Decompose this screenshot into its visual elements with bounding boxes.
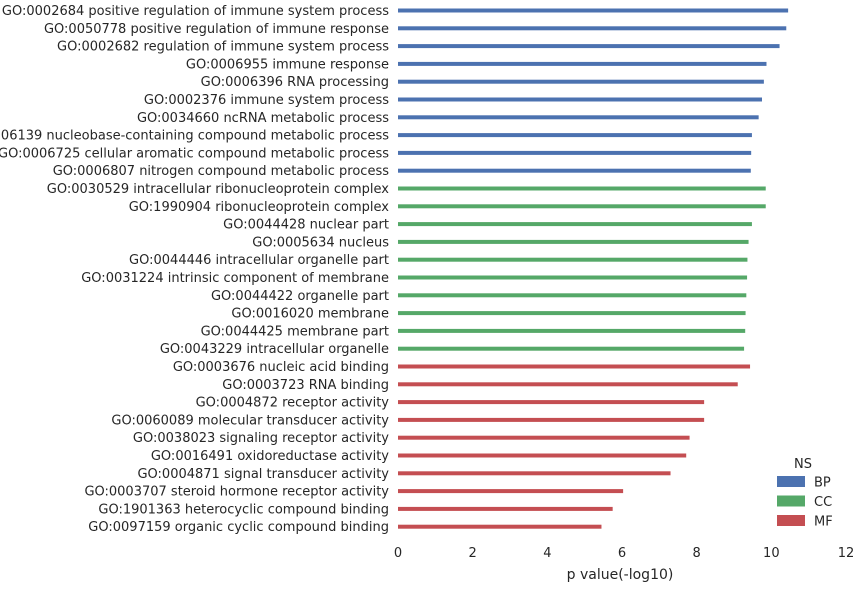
category-label: GO:0002376 immune system process	[144, 93, 389, 108]
bar-cc	[398, 275, 748, 280]
category-label: GO:0034660 ncRNA metabolic process	[137, 111, 389, 126]
category-label: GO:0003676 nucleic acid binding	[173, 360, 389, 375]
legend-label-mf: MF	[814, 515, 833, 530]
x-tick-label: 12	[838, 546, 855, 561]
category-label: GO:0050778 positive regulation of immune…	[44, 22, 389, 37]
category-label: GO:0031224 intrinsic component of membra…	[81, 271, 389, 286]
category-label: GO:0043229 intracellular organelle	[160, 342, 389, 357]
category-label: GO:1901363 heterocyclic compound binding	[98, 502, 389, 517]
bar-mf	[398, 506, 613, 511]
bar-mf	[398, 471, 671, 476]
category-label: GO:0044428 nuclear part	[223, 218, 389, 233]
category-label: GO:0006725 cellular aromatic compound me…	[0, 146, 389, 161]
category-label: GO:0044422 organelle part	[211, 289, 389, 304]
legend-title: NS	[794, 457, 812, 472]
category-label: GO:0030529 intracellular ribonucleoprote…	[47, 182, 390, 197]
bar-cc	[398, 346, 745, 351]
legend-label-cc: CC	[814, 495, 832, 510]
bar-cc	[398, 311, 746, 316]
category-label: GO:0097159 organic cyclic compound bindi…	[88, 520, 389, 535]
bar-cc	[398, 239, 749, 244]
bar-bp	[398, 79, 764, 84]
bar-cc	[398, 222, 752, 227]
bar-mf	[398, 382, 738, 387]
category-label: GO:0002682 regulation of immune system p…	[57, 40, 389, 55]
x-tick-label: 4	[543, 546, 551, 561]
bar-cc	[398, 186, 766, 191]
x-tick-label: 10	[763, 546, 780, 561]
bar-bp	[398, 97, 762, 102]
bar-cc	[398, 257, 748, 262]
legend-swatch-bp	[777, 476, 805, 487]
category-label: GO:0006139 nucleobase-containing compoun…	[0, 129, 389, 144]
category-label: GO:0006955 immune response	[186, 57, 389, 72]
category-label: GO:0016491 oxidoreductase activity	[151, 449, 389, 464]
bar-bp	[398, 133, 752, 138]
x-tick-labels-group: 0 2 4 6 8 10 12	[394, 546, 854, 561]
bar-bp	[398, 150, 752, 155]
bar-bp	[398, 168, 751, 173]
bar-bp	[398, 44, 780, 49]
category-label: GO:0016020 membrane	[231, 307, 389, 322]
category-label: GO:1990904 ribonucleoprotein complex	[129, 200, 390, 215]
bar-mf	[398, 453, 687, 458]
bar-mf	[398, 489, 624, 494]
bar-mf	[398, 417, 705, 422]
category-label: GO:0006807 nitrogen compound metabolic p…	[53, 164, 390, 179]
bar-bp	[398, 26, 787, 31]
category-label: GO:0004872 receptor activity	[196, 396, 390, 411]
category-label: GO:0044425 membrane part	[201, 324, 389, 339]
legend-label-bp: BP	[814, 476, 831, 491]
category-label: GO:0038023 signaling receptor activity	[133, 431, 389, 446]
bar-mf	[398, 364, 751, 369]
category-label: GO:0044446 intracellular organelle part	[129, 253, 389, 268]
bar-cc	[398, 204, 766, 209]
category-label: GO:0005634 nucleus	[252, 235, 389, 250]
legend: NS BP CC MF	[777, 457, 833, 530]
bar-bp	[398, 61, 767, 66]
bar-mf	[398, 524, 602, 529]
bar-mf	[398, 400, 705, 405]
x-tick-label: 8	[693, 546, 701, 561]
bar-bp	[398, 8, 789, 13]
bars-group	[398, 8, 789, 529]
legend-swatch-cc	[777, 495, 805, 507]
bar-cc	[398, 293, 747, 298]
bar-mf	[398, 435, 690, 440]
x-tick-label: 6	[618, 546, 626, 561]
x-axis-label: p value(-log10)	[567, 567, 674, 583]
bar-bp	[398, 115, 759, 120]
legend-swatch-mf	[777, 515, 805, 526]
x-tick-label: 2	[469, 546, 477, 561]
bar-cc	[398, 328, 746, 333]
category-label: GO:0006396 RNA processing	[201, 75, 389, 90]
category-label: GO:0004871 signal transducer activity	[137, 467, 389, 482]
category-label: GO:0060089 molecular transducer activity	[111, 413, 389, 428]
category-label: GO:0003707 steroid hormone receptor acti…	[84, 485, 389, 500]
category-label: GO:0002684 positive regulation of immune…	[2, 4, 389, 19]
category-label: GO:0003723 RNA binding	[222, 378, 389, 393]
x-tick-label: 0	[394, 546, 402, 561]
category-labels-group: GO:0002684 positive regulation of immune…	[0, 4, 389, 535]
